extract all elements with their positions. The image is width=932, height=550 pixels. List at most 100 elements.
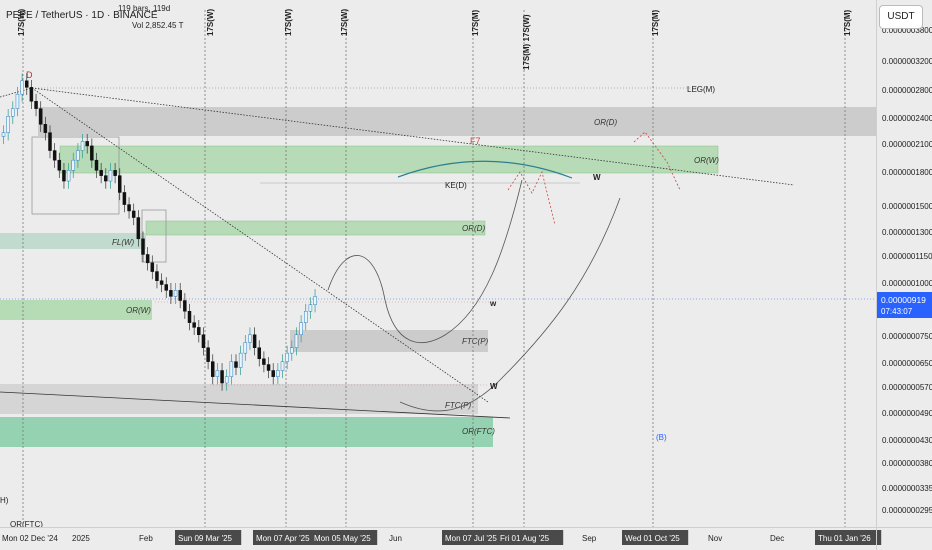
currency-selector[interactable]: USDT	[879, 5, 923, 29]
candle-body	[85, 141, 89, 147]
price-tick-label: 0.0000003200	[882, 57, 932, 66]
candle-body	[299, 322, 303, 336]
time-axis-label: Mon 07 Jul '25	[445, 534, 497, 543]
w-marker: W	[593, 173, 601, 182]
price-tick-label: 0.0000000295	[882, 506, 932, 515]
price-tick-label: 0.0000002400	[882, 114, 932, 123]
candle-body	[20, 80, 24, 95]
vertical-marker-label: 17S(M)	[471, 9, 480, 36]
candle-body	[276, 370, 280, 377]
candle-body	[294, 334, 299, 348]
candle-body	[141, 238, 145, 255]
price-tick-label: 0.0000002100	[882, 140, 932, 149]
candle-body	[113, 170, 117, 176]
volume-info: Vol 2,852.45 T	[132, 21, 184, 30]
price-tick-label: 0.0000001300	[882, 228, 932, 237]
candle-body	[131, 210, 136, 218]
price-tick-label: 0.0000002800	[882, 86, 932, 95]
time-axis-label: Sun 09 Mar '25	[178, 534, 233, 543]
vertical-marker-label: 17S(W)	[17, 9, 26, 36]
candle-body	[183, 300, 187, 312]
bars-info: 119 bars, 119d	[118, 4, 171, 13]
candle-body	[173, 290, 178, 297]
candle-body	[76, 150, 80, 161]
time-label-highlight	[815, 530, 882, 545]
vertical-marker-label: 17S(M) 17S(W)	[522, 14, 531, 70]
candle-body	[229, 361, 234, 377]
candle-body	[290, 347, 294, 354]
time-axis-label: Sep	[582, 534, 597, 543]
zone-label: OR(D)	[462, 224, 485, 233]
price-tick-label: 0.0000000490	[882, 409, 932, 418]
current-price-tag	[877, 292, 932, 318]
time-axis-label: 2025	[72, 534, 90, 543]
candle-body	[304, 310, 308, 323]
w-marker: W	[490, 382, 498, 391]
time-label-highlight	[622, 530, 689, 545]
candle-body	[11, 108, 15, 117]
candle-body	[57, 159, 62, 171]
left-label: H)	[0, 496, 9, 505]
candle-body	[234, 361, 238, 368]
candle-body	[1, 132, 6, 137]
candle-body	[178, 290, 182, 301]
candle-body	[122, 192, 127, 205]
f7-marker: F7	[470, 136, 481, 146]
candle-body	[206, 347, 210, 362]
time-axis-label: Mon 07 Apr '25	[256, 534, 310, 543]
candle-body	[285, 352, 289, 362]
zone-label: FTC(P)	[445, 401, 472, 410]
candle-body	[62, 170, 66, 182]
candle-body	[271, 370, 275, 377]
candle-body	[90, 145, 94, 161]
time-label-highlight	[311, 530, 378, 545]
price-tick-label: 0.0000000650	[882, 359, 932, 368]
price-tick-label: 0.0000001800	[882, 168, 932, 177]
candle-body	[159, 280, 164, 285]
candle-body	[164, 284, 168, 291]
candle-body	[29, 87, 34, 102]
zone-label: OR(D)	[594, 118, 617, 127]
candle-body	[248, 334, 252, 343]
candle-body	[71, 159, 75, 171]
candle-body	[6, 116, 10, 133]
time-axis-label: Thu 01 Jan '26	[818, 534, 871, 543]
candle-body	[243, 342, 248, 354]
vertical-marker-label: 17S(M)	[651, 9, 660, 36]
price-tick-label: 0.0000000750	[882, 332, 932, 341]
candle-body	[104, 175, 108, 182]
candle-body	[197, 327, 201, 336]
time-label-highlight	[253, 530, 320, 545]
candle-body	[118, 175, 122, 193]
zone-label: OR(W)	[694, 156, 719, 165]
candle-body	[43, 124, 48, 133]
time-axis-label: Nov	[708, 534, 722, 543]
candle-body	[169, 290, 173, 297]
candle-body	[145, 254, 150, 264]
vertical-marker-label: 17S(W)	[284, 9, 293, 36]
candle-body	[266, 364, 271, 371]
candle-body	[66, 170, 71, 182]
time-axis-label: Jun	[389, 534, 402, 543]
zone-label: FTC(P)	[462, 337, 489, 346]
price-tick-label: 0.0000000380	[882, 459, 932, 468]
ke-label: KE(D)	[445, 181, 467, 190]
candle-body	[238, 352, 243, 368]
candle-body	[38, 108, 43, 125]
candle-body	[313, 296, 317, 305]
time-axis-label: Mon 05 May '25	[314, 534, 371, 543]
candle-body	[136, 217, 141, 240]
candle-body	[308, 304, 313, 312]
symbol-title: PEPE / TetherUS · 1D · BINANCE	[6, 10, 158, 21]
candle-body	[211, 361, 215, 377]
left-label: OR(FTC)	[10, 520, 43, 529]
time-axis-label: Feb	[139, 534, 153, 543]
time-label-highlight	[175, 530, 242, 545]
price-tick-label: 0.0000003800	[882, 26, 932, 35]
candle-body	[252, 334, 257, 348]
vertical-marker-label: 17S(W)	[206, 9, 215, 36]
candle-body	[52, 150, 57, 161]
d-marker: D	[26, 70, 33, 80]
candle-body	[15, 93, 20, 109]
